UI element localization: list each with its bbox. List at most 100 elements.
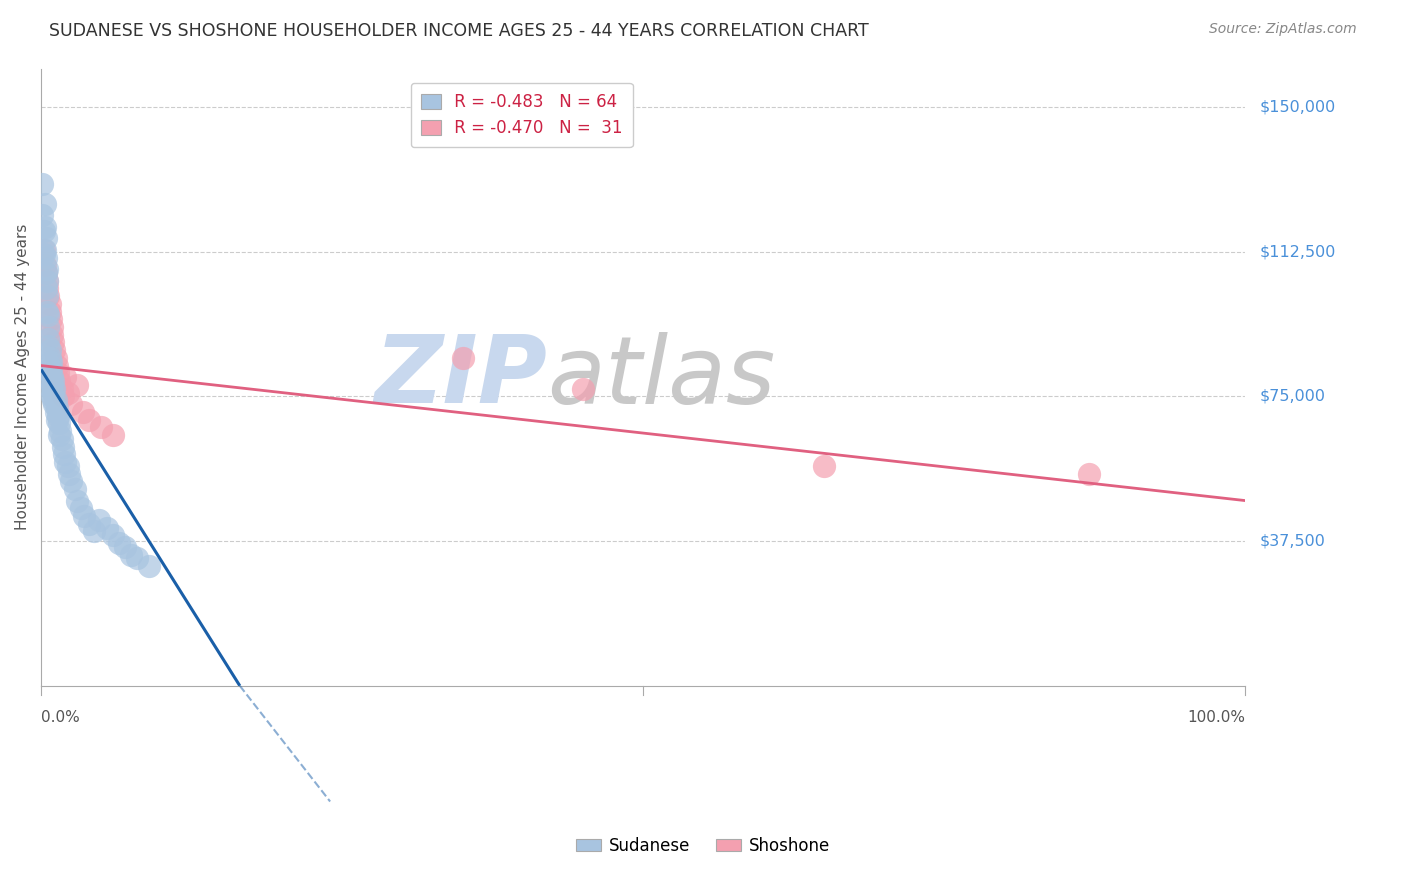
Point: [38, 297, 60, 311]
Point: [53, 447, 76, 461]
Point: [35, 251, 58, 265]
Point: [37, 332, 59, 346]
Text: $150,000: $150,000: [1260, 100, 1336, 114]
Point: [37, 289, 59, 303]
Point: [120, 548, 142, 562]
Point: [38, 343, 60, 358]
Point: [35, 266, 58, 280]
Point: [70, 501, 93, 516]
Point: [35, 231, 58, 245]
Point: [52, 440, 75, 454]
Point: [49, 424, 72, 438]
Point: [44, 343, 66, 358]
Point: [41, 320, 63, 334]
Point: [32, 243, 55, 257]
Point: [103, 428, 125, 442]
Point: [37, 274, 59, 288]
Point: [35, 266, 58, 280]
Point: [44, 382, 66, 396]
Point: [103, 528, 125, 542]
Point: [34, 258, 56, 272]
Point: [572, 382, 595, 396]
Point: [32, 246, 55, 260]
Point: [46, 366, 69, 380]
Point: [60, 397, 83, 411]
Point: [53, 455, 76, 469]
Point: [108, 536, 131, 550]
Point: [45, 405, 67, 419]
Point: [87, 513, 110, 527]
Point: [48, 417, 70, 431]
Point: [32, 223, 55, 237]
Point: [77, 412, 100, 426]
Point: [37, 262, 59, 277]
Point: [34, 243, 56, 257]
Point: [48, 428, 70, 442]
Point: [39, 355, 62, 369]
Point: [46, 409, 69, 423]
Point: [66, 377, 89, 392]
Point: [42, 385, 65, 400]
Point: [34, 219, 56, 234]
Point: [813, 458, 835, 473]
Point: [45, 412, 67, 426]
Point: [42, 393, 65, 408]
Point: [41, 370, 63, 384]
Point: [96, 520, 118, 534]
Point: [60, 475, 83, 489]
Point: [45, 351, 67, 365]
Text: ZIP: ZIP: [374, 331, 547, 423]
Point: [45, 393, 67, 408]
Point: [37, 304, 59, 318]
Point: [39, 374, 62, 388]
Point: [37, 309, 59, 323]
Point: [38, 304, 60, 318]
Point: [58, 467, 80, 481]
Legend:  R = -0.483   N = 64,  R = -0.470   N =  31: R = -0.483 N = 64, R = -0.470 N = 31: [411, 83, 633, 147]
Point: [52, 389, 75, 403]
Point: [56, 458, 79, 473]
Point: [38, 351, 60, 365]
Point: [37, 339, 59, 353]
Point: [42, 335, 65, 350]
Point: [41, 327, 63, 342]
Point: [72, 405, 94, 419]
Point: [37, 274, 59, 288]
Legend: Sudanese, Shoshone: Sudanese, Shoshone: [569, 830, 837, 862]
Point: [114, 540, 136, 554]
Point: [127, 551, 149, 566]
Point: [39, 362, 62, 376]
Point: [48, 374, 70, 388]
Point: [31, 178, 53, 192]
Point: [35, 281, 58, 295]
Point: [41, 377, 63, 392]
Text: $37,500: $37,500: [1260, 533, 1326, 549]
Point: [45, 401, 67, 415]
Text: 0.0%: 0.0%: [41, 710, 80, 725]
Point: [45, 359, 67, 373]
Text: $75,000: $75,000: [1260, 389, 1326, 404]
Point: [56, 385, 79, 400]
Point: [90, 420, 112, 434]
Point: [39, 312, 62, 326]
Point: [51, 382, 73, 396]
Point: [41, 389, 63, 403]
Y-axis label: Householder Income Ages 25 - 44 years: Householder Income Ages 25 - 44 years: [15, 224, 30, 531]
Text: $112,500: $112,500: [1260, 244, 1336, 260]
Point: [38, 366, 60, 380]
Point: [38, 359, 60, 373]
Point: [34, 196, 56, 211]
Point: [451, 351, 474, 365]
Point: [73, 509, 96, 524]
Point: [53, 370, 76, 384]
Text: 100.0%: 100.0%: [1187, 710, 1246, 725]
Point: [31, 208, 53, 222]
Point: [66, 493, 89, 508]
Point: [83, 524, 105, 539]
Point: [138, 559, 160, 574]
Point: [39, 382, 62, 396]
Text: SUDANESE VS SHOSHONE HOUSEHOLDER INCOME AGES 25 - 44 YEARS CORRELATION CHART: SUDANESE VS SHOSHONE HOUSEHOLDER INCOME …: [49, 22, 869, 40]
Point: [1077, 467, 1099, 481]
Point: [42, 374, 65, 388]
Point: [37, 289, 59, 303]
